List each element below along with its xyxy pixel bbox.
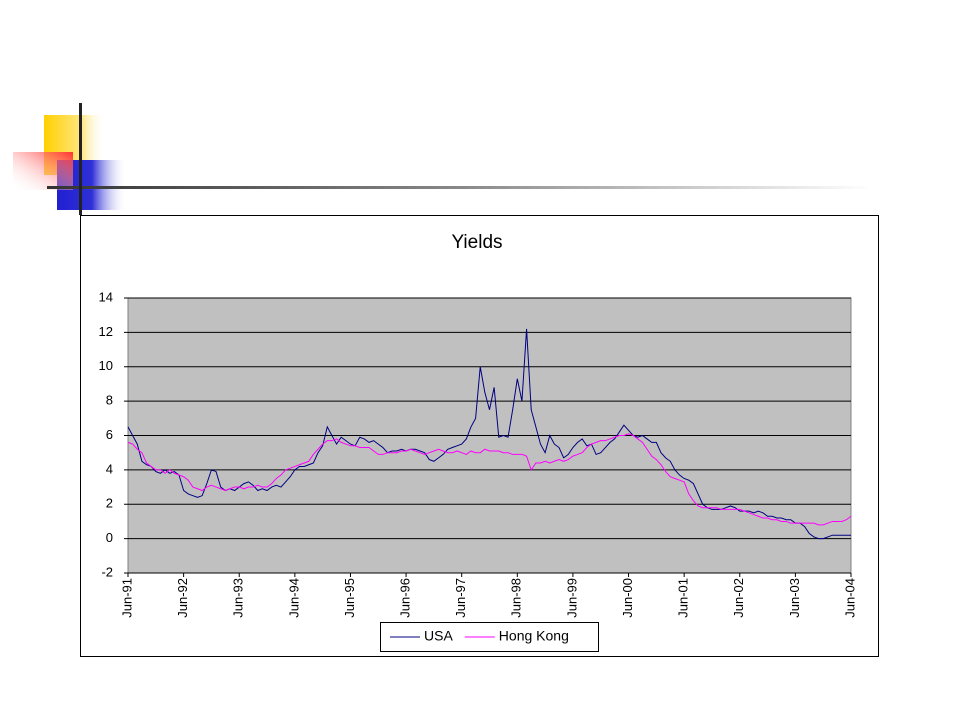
x-tick-label: Jun-99 bbox=[564, 578, 579, 618]
deco-hline bbox=[47, 186, 872, 189]
x-tick-label: Jun-97 bbox=[453, 578, 468, 618]
x-tick-label: Jun-94 bbox=[286, 578, 301, 618]
legend-label: USA bbox=[424, 628, 453, 644]
series-line bbox=[127, 433, 852, 526]
x-tick-label: Jun-03 bbox=[787, 578, 802, 618]
y-tick-label: 4 bbox=[106, 461, 113, 476]
deco-vline bbox=[79, 103, 82, 215]
y-tick-label: 12 bbox=[99, 324, 113, 339]
series-line bbox=[127, 328, 851, 540]
x-tick-label: Jun-02 bbox=[731, 578, 746, 618]
x-tick-label: Jun-04 bbox=[842, 578, 857, 618]
x-tick-label: Jun-93 bbox=[231, 578, 246, 618]
y-tick-label: 10 bbox=[99, 358, 113, 373]
y-tick-label: 2 bbox=[106, 496, 113, 511]
y-tick-label: -2 bbox=[101, 564, 113, 579]
x-tick-label: Jun-92 bbox=[175, 578, 190, 618]
x-tick-label: Jun-00 bbox=[620, 578, 635, 618]
legend-label: Hong Kong bbox=[499, 628, 569, 644]
chart-title: Yields bbox=[451, 232, 502, 253]
x-tick-label: Jun-96 bbox=[398, 578, 413, 618]
x-tick-label: Jun-91 bbox=[119, 578, 134, 618]
y-tick-label: 8 bbox=[106, 393, 113, 408]
y-tick-label: 14 bbox=[99, 289, 113, 304]
y-tick-label: 6 bbox=[106, 427, 113, 442]
x-tick-label: Jun-95 bbox=[342, 578, 357, 618]
x-tick-label: Jun-01 bbox=[676, 578, 691, 618]
deco-red bbox=[13, 152, 73, 190]
y-tick-label: 0 bbox=[106, 530, 113, 545]
x-tick-label: Jun-98 bbox=[509, 578, 524, 618]
